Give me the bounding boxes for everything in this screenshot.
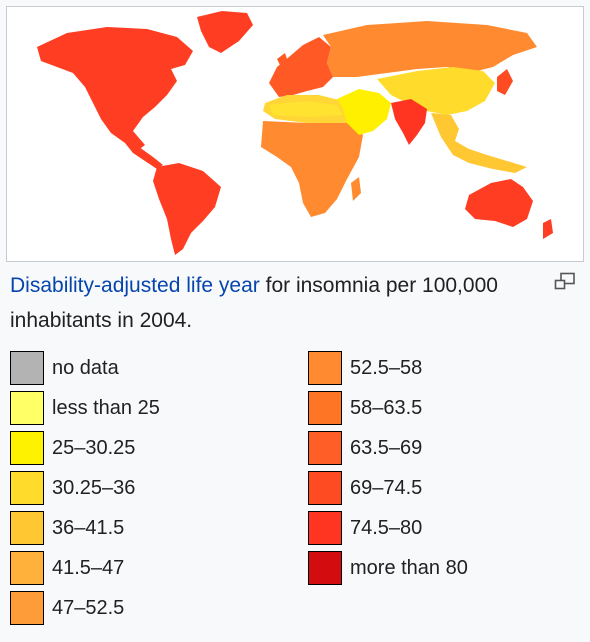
legend-swatch <box>308 471 342 505</box>
legend-label: 52.5–58 <box>350 356 423 379</box>
region-sahara <box>269 101 343 117</box>
map-caption: Disability-adjusted life year for insomn… <box>10 268 530 338</box>
daly-link[interactable]: Disability-adjusted life year <box>10 274 260 297</box>
legend-label: more than 80 <box>350 556 468 579</box>
region-europe <box>269 37 333 97</box>
legend-label: 41.5–47 <box>52 556 125 579</box>
legend-label: 36–41.5 <box>52 516 125 539</box>
legend-swatch <box>10 511 44 545</box>
legend-label: 58–63.5 <box>350 396 423 419</box>
legend-item: 69–74.5 <box>308 468 468 508</box>
legend-item: no data <box>10 348 160 388</box>
legend-swatch <box>10 471 44 505</box>
legend-swatch <box>308 391 342 425</box>
region-central-america <box>125 143 163 169</box>
legend-swatch <box>10 391 44 425</box>
legend-item: 30.25–36 <box>10 468 160 508</box>
region-southeast-asia <box>431 113 527 173</box>
region-australia <box>465 179 533 227</box>
region-uk <box>277 53 289 71</box>
legend-swatch <box>10 551 44 585</box>
legend-label: 63.5–69 <box>350 436 423 459</box>
legend-column-left: no data less than 25 25–30.25 30.25–36 36–41… <box>10 348 160 628</box>
world-map-svg <box>7 7 583 261</box>
legend-item: 74.5–80 <box>308 508 468 548</box>
region-africa <box>261 121 363 217</box>
region-arabia <box>337 89 391 135</box>
legend-label: no data <box>52 356 119 379</box>
legend-item: more than 80 <box>308 548 468 588</box>
region-india <box>391 99 427 145</box>
legend-swatch <box>308 351 342 385</box>
enlarge-icon[interactable] <box>554 272 576 292</box>
region-south-america <box>153 163 221 255</box>
region-north-america <box>37 27 193 151</box>
legend-swatch <box>308 511 342 545</box>
legend-label: 47–52.5 <box>52 596 125 619</box>
region-madagascar <box>351 177 361 201</box>
world-map[interactable] <box>6 6 584 262</box>
legend-swatch <box>10 351 44 385</box>
legend-column-right: 52.5–58 58–63.5 63.5–69 69–74.5 74.5–80 more … <box>308 348 468 588</box>
legend-item: 25–30.25 <box>10 428 160 468</box>
legend-swatch <box>10 591 44 625</box>
legend-item: 47–52.5 <box>10 588 160 628</box>
legend-item: 52.5–58 <box>308 348 468 388</box>
legend-label: 74.5–80 <box>350 516 423 539</box>
legend-item: 63.5–69 <box>308 428 468 468</box>
legend-swatch <box>308 431 342 465</box>
legend-label: 30.25–36 <box>52 476 136 499</box>
legend-label: less than 25 <box>52 396 160 419</box>
legend-item: 58–63.5 <box>308 388 468 428</box>
region-china <box>377 67 495 115</box>
legend-item: less than 25 <box>10 388 160 428</box>
legend-swatch <box>10 431 44 465</box>
region-japan <box>497 69 513 95</box>
legend-label: 25–30.25 <box>52 436 136 459</box>
enlarge-icon-svg <box>554 272 575 290</box>
region-russia <box>323 21 537 77</box>
legend-label: 69–74.5 <box>350 476 423 499</box>
legend-item: 36–41.5 <box>10 508 160 548</box>
region-greenland <box>197 11 253 53</box>
region-new-zealand <box>543 219 553 239</box>
legend-item: 41.5–47 <box>10 548 160 588</box>
legend-swatch <box>308 551 342 585</box>
caption-text: for insomnia per 100,000 inhabitants in … <box>10 274 498 332</box>
